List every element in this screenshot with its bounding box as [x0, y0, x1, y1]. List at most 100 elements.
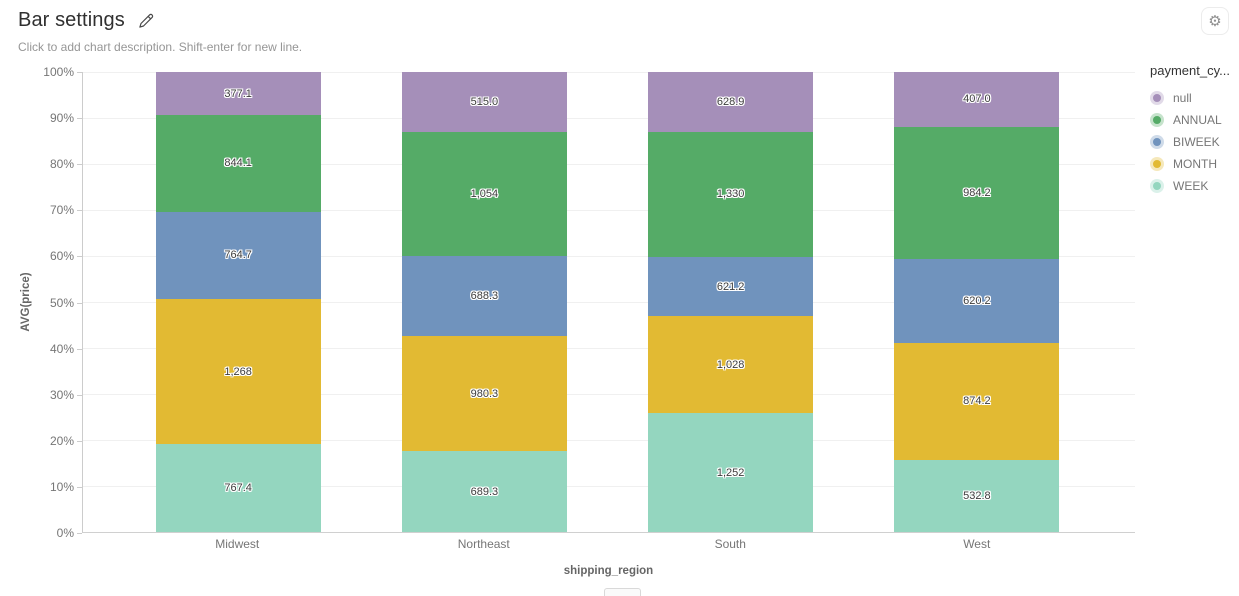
y-tick-mark	[77, 533, 82, 534]
stacked-bar-south: 628.9 1,330 621.2 1,028 1,252	[648, 72, 814, 532]
settings-button[interactable]: ⚙	[1201, 7, 1229, 35]
legend-item-null[interactable]: null	[1150, 87, 1239, 109]
bar-band-midwest: 377.1 844.1 764.7 1,268 767.4	[115, 72, 361, 532]
y-tick-label: 10%	[49, 479, 74, 494]
segment-value-label: 844.1	[224, 157, 252, 170]
segment-value-label: 1,268	[224, 365, 252, 378]
bars-container: 377.1 844.1 764.7 1,268 767.4 515.0 1,054 688.3…	[83, 72, 1135, 532]
pencil-icon	[137, 12, 155, 30]
x-axis-title: shipping_region	[563, 565, 654, 577]
y-axis-tick-marks	[77, 72, 82, 534]
legend-item-month[interactable]: MONTH	[1150, 153, 1239, 175]
y-tick-mark	[77, 72, 82, 73]
legend-swatch-icon	[1150, 91, 1164, 105]
y-tick-mark	[77, 210, 82, 212]
gridline	[83, 394, 1135, 395]
bar-segment-null-south[interactable]: 628.9	[648, 72, 814, 132]
plot-area: 377.1 844.1 764.7 1,268 767.4 515.0 1,054 688.3…	[82, 72, 1135, 533]
bar-segment-MONTH-northeast[interactable]: 980.3	[401, 336, 567, 452]
x-axis-tick-labels: Midwest Northeast South West	[114, 537, 1100, 551]
segment-value-label: 984.2	[963, 186, 991, 199]
bar-segment-BIWEEK-south[interactable]: 621.2	[648, 257, 814, 317]
gridline	[83, 302, 1135, 303]
segment-value-label: 1,252	[716, 466, 745, 479]
legend-swatch-icon	[1150, 135, 1164, 149]
segment-value-label: 1,054	[470, 188, 499, 201]
bar-segment-MONTH-west[interactable]: 874.2	[894, 342, 1060, 461]
bar-segment-null-midwest[interactable]: 377.1	[155, 72, 321, 116]
title-row: Bar settings	[18, 9, 157, 32]
segment-value-label: 767.4	[224, 482, 252, 495]
y-tick-label: 0%	[56, 526, 74, 540]
y-tick-label: 30%	[49, 387, 74, 402]
segment-value-label: 628.9	[716, 95, 745, 108]
bar-segment-ANNUAL-south[interactable]: 1,330	[648, 131, 814, 258]
y-tick-label: 60%	[49, 249, 74, 264]
legend-items: null ANNUAL BIWEEK MONTH WEEK	[1150, 87, 1239, 197]
bar-segment-null-west[interactable]: 407.0	[894, 72, 1060, 127]
gridline	[83, 164, 1135, 165]
bar-segment-WEEK-midwest[interactable]: 767.4	[155, 444, 321, 532]
x-tick-label-northeast: Northeast	[457, 537, 510, 551]
segment-value-label: 689.3	[470, 485, 499, 498]
y-tick-label: 50%	[49, 295, 74, 310]
chart-resize-handle[interactable]	[604, 588, 641, 596]
y-tick-mark	[77, 440, 82, 442]
legend-item-week[interactable]: WEEK	[1150, 175, 1239, 197]
legend-item-label: ANNUAL	[1173, 113, 1222, 127]
bar-segment-MONTH-midwest[interactable]: 1,268	[155, 299, 321, 445]
gridline	[83, 72, 1135, 73]
legend-item-label: WEEK	[1173, 179, 1209, 193]
bar-segment-WEEK-northeast[interactable]: 689.3	[401, 451, 567, 532]
y-tick-mark	[77, 348, 82, 350]
gridline	[83, 118, 1135, 119]
bar-segment-ANNUAL-midwest[interactable]: 844.1	[155, 115, 321, 212]
x-tick-label-midwest: Midwest	[215, 537, 260, 551]
segment-value-label: 620.2	[963, 294, 991, 307]
segment-value-label: 688.3	[470, 290, 499, 303]
bar-band-west: 407.0 984.2 620.2 874.2 532.8	[854, 72, 1100, 532]
x-tick-label-west: West	[963, 537, 991, 551]
gridline	[83, 348, 1135, 349]
y-axis-tick-labels: 100% 90% 80% 70% 60% 50% 40% 30% 20% 10% 0%	[0, 65, 74, 540]
bar-segment-WEEK-south[interactable]: 1,252	[648, 413, 814, 532]
y-tick-mark	[77, 118, 82, 120]
legend-item-biweek[interactable]: BIWEEK	[1150, 131, 1239, 153]
bar-segment-WEEK-west[interactable]: 532.8	[894, 460, 1060, 532]
legend-title: payment_cy...	[1150, 63, 1230, 78]
bar-band-south: 628.9 1,330 621.2 1,028 1,252	[608, 72, 854, 532]
y-tick-label: 100%	[43, 65, 74, 79]
legend: payment_cy... null ANNUAL BIWEEK MONTH WEEK	[1150, 63, 1239, 197]
bar-segment-MONTH-south[interactable]: 1,028	[648, 316, 814, 414]
page-title[interactable]: Bar settings	[18, 9, 125, 31]
segment-value-label: 621.2	[716, 280, 745, 293]
y-tick-mark	[77, 302, 82, 304]
legend-swatch-icon	[1150, 157, 1164, 171]
y-tick-mark	[77, 164, 82, 166]
bar-segment-BIWEEK-west[interactable]: 620.2	[894, 259, 1060, 343]
gridline	[83, 256, 1135, 257]
y-tick-label: 80%	[49, 157, 74, 172]
legend-item-label: MONTH	[1173, 157, 1217, 171]
stacked-bar-midwest: 377.1 844.1 764.7 1,268 767.4	[155, 72, 321, 532]
gridline	[83, 486, 1135, 487]
legend-item-label: null	[1173, 91, 1192, 105]
segment-value-label: 874.2	[963, 395, 991, 408]
bar-segment-null-northeast[interactable]: 515.0	[401, 72, 567, 133]
bar-segment-ANNUAL-northeast[interactable]: 1,054	[401, 132, 567, 256]
segment-value-label: 377.1	[224, 87, 252, 100]
legend-item-annual[interactable]: ANNUAL	[1150, 109, 1239, 131]
bar-segment-ANNUAL-west[interactable]: 984.2	[894, 126, 1060, 260]
gear-icon: ⚙	[1208, 12, 1222, 30]
bar-segment-BIWEEK-midwest[interactable]: 764.7	[155, 211, 321, 300]
y-tick-label: 70%	[49, 203, 74, 218]
stacked-bar-northeast: 515.0 1,054 688.3 980.3 689.3	[401, 72, 567, 532]
segment-value-label: 980.3	[470, 387, 499, 400]
bar-segment-BIWEEK-northeast[interactable]: 688.3	[401, 255, 567, 337]
edit-title-button[interactable]	[135, 10, 157, 32]
y-tick-label: 40%	[49, 341, 74, 356]
segment-value-label: 532.8	[963, 490, 991, 503]
segment-value-label: 407.0	[963, 93, 991, 106]
chart-description-placeholder[interactable]: Click to add chart description. Shift-en…	[18, 40, 303, 54]
